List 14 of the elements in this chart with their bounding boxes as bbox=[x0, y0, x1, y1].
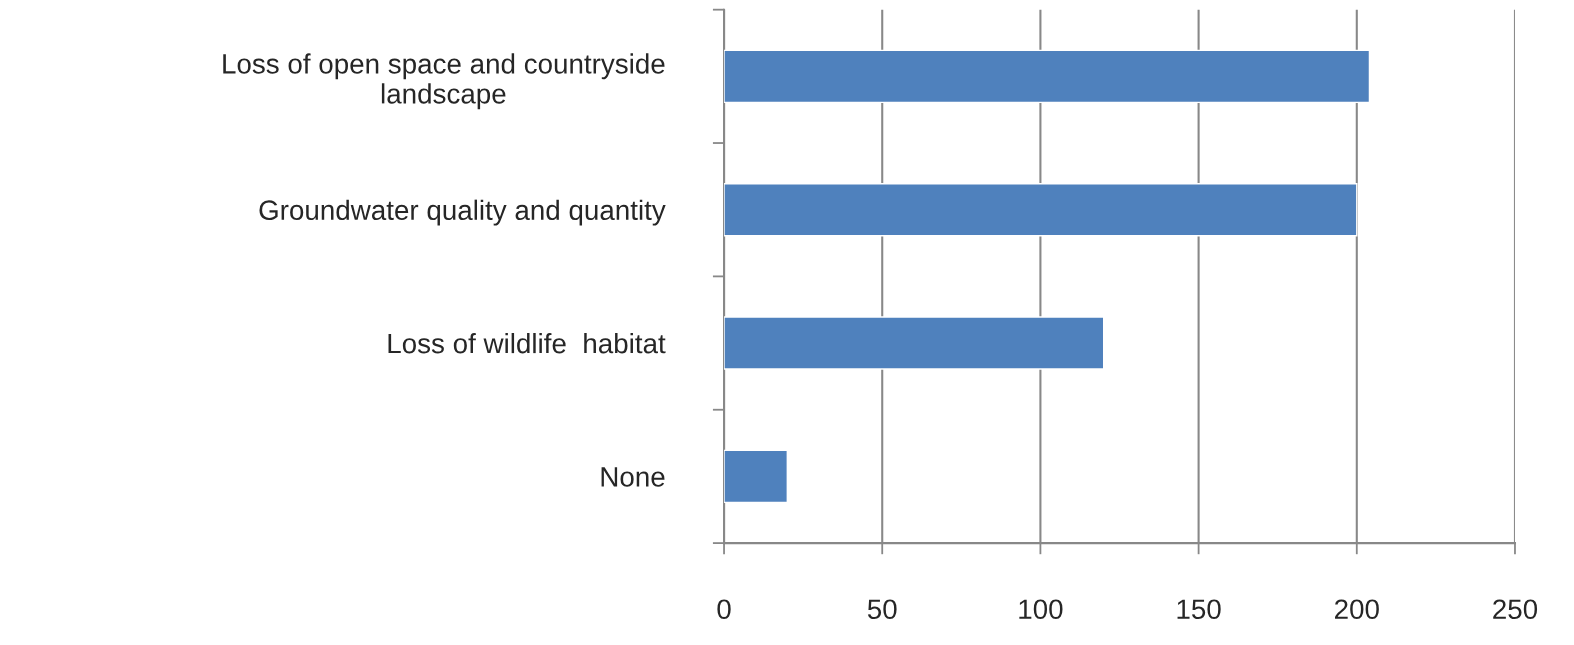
bar bbox=[724, 49, 1371, 104]
x-tick-label: 50 bbox=[867, 599, 897, 620]
x-tick-label: 0 bbox=[717, 599, 731, 620]
x-tick-label: 150 bbox=[1177, 599, 1221, 620]
y-tick-label: Loss of open space and countryside landscape bbox=[223, 53, 665, 110]
y-tick-label: Loss of wildlife habitat bbox=[388, 332, 666, 354]
bar bbox=[724, 449, 789, 504]
y-tick-label: None bbox=[601, 467, 665, 487]
x-tick-label: 250 bbox=[1493, 599, 1538, 620]
bar bbox=[724, 183, 1358, 237]
bar bbox=[724, 316, 1105, 370]
x-tick-label: 100 bbox=[1019, 599, 1063, 620]
y-tick-label: Groundwater quality and quantity bbox=[259, 199, 666, 226]
x-tick-label: 200 bbox=[1335, 599, 1379, 620]
